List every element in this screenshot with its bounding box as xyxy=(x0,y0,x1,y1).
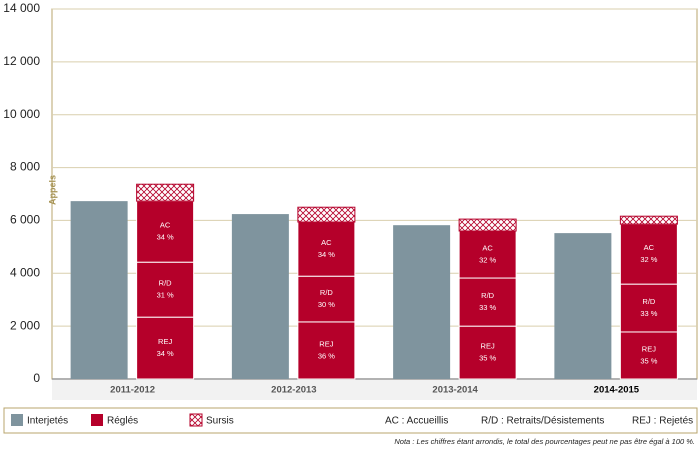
legend-swatch xyxy=(189,413,203,427)
segment-percent: 35 % xyxy=(479,354,496,363)
bar-segment xyxy=(297,321,356,380)
segment-percent: 31 % xyxy=(157,291,174,300)
segment-percent: 33 % xyxy=(640,309,657,318)
sursis-segment xyxy=(619,215,678,225)
y-tick-label: 4 000 xyxy=(10,265,40,279)
segment-code: R/D xyxy=(642,297,656,306)
legend-swatch xyxy=(91,414,103,426)
segment-percent: 33 % xyxy=(479,303,496,312)
bar-segment xyxy=(136,200,195,263)
segment-code: REJ xyxy=(642,344,656,353)
bar-segment xyxy=(458,325,517,380)
bar-segment xyxy=(458,277,517,327)
bar-segment xyxy=(231,214,289,379)
segment-code: R/D xyxy=(159,279,173,288)
abbreviation: REJ : Rejetés xyxy=(632,416,693,427)
x-tick-label: 2013-2014 xyxy=(432,385,478,396)
bar-segment xyxy=(458,230,517,279)
bar-segment xyxy=(136,316,195,380)
bar-segment xyxy=(297,275,356,323)
segment-percent: 34 % xyxy=(157,233,174,242)
legend-box xyxy=(3,407,698,434)
legend-swatch xyxy=(11,414,23,426)
segment-percent: 35 % xyxy=(640,356,657,365)
segment-percent: 34 % xyxy=(318,250,335,259)
legend-label: Interjetés xyxy=(27,416,68,427)
bar-segment xyxy=(554,233,612,379)
note: Nota : Les chiffres étant arrondis, le t… xyxy=(394,437,695,446)
abbreviation: R/D : Retraits/Désistements xyxy=(481,416,604,427)
segment-percent: 36 % xyxy=(318,351,335,360)
segment-percent: 32 % xyxy=(640,255,657,264)
segment-code: AC xyxy=(482,244,493,253)
segment-code: R/D xyxy=(481,291,495,300)
segment-percent: 34 % xyxy=(157,349,174,358)
segment-code: AC xyxy=(160,221,171,230)
y-tick-label: 6 000 xyxy=(10,213,40,227)
x-tick-label: 2011-2012 xyxy=(110,385,155,396)
legend-label: Réglés xyxy=(107,416,138,427)
bar-segment xyxy=(393,225,451,379)
segment-code: REJ xyxy=(158,337,172,346)
y-axis-label: Appels xyxy=(47,175,57,205)
sursis-segment xyxy=(458,218,517,232)
y-tick-label: 10 000 xyxy=(3,107,40,121)
y-tick-label: 8 000 xyxy=(10,160,40,174)
x-tick-label: 2012-2013 xyxy=(271,385,316,396)
legend-label: Sursis xyxy=(206,416,234,427)
y-tick-label: 14 000 xyxy=(3,1,40,15)
segment-code: REJ xyxy=(481,342,495,351)
segment-percent: 30 % xyxy=(318,300,335,309)
segment-code: AC xyxy=(321,238,332,247)
x-label-band xyxy=(52,380,697,400)
bar-segment xyxy=(70,201,128,379)
x-tick-label: 2014-2015 xyxy=(594,385,640,396)
y-tick-label: 0 xyxy=(33,371,40,385)
sursis-segment xyxy=(136,183,195,202)
segment-code: AC xyxy=(644,243,655,252)
abbreviation: AC : Accueillis xyxy=(385,416,448,427)
bar-segment xyxy=(619,283,678,333)
y-tick-label: 2 000 xyxy=(10,318,40,332)
y-tick-label: 12 000 xyxy=(3,54,40,68)
segment-percent: 32 % xyxy=(479,256,496,265)
segment-code: R/D xyxy=(320,288,334,297)
sursis-segment xyxy=(297,206,356,223)
segment-code: REJ xyxy=(319,339,333,348)
